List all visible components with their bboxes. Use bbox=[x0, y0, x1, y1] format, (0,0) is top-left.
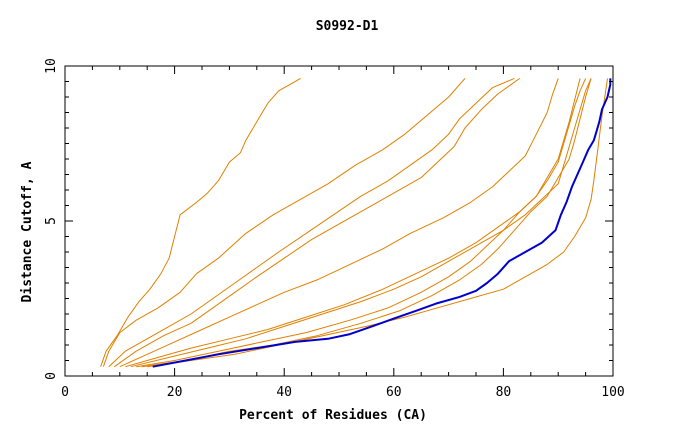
highlight-series-line bbox=[152, 78, 612, 368]
chart-title: S0992-D1 bbox=[316, 19, 379, 34]
y-tick-label: 0 bbox=[44, 372, 59, 380]
plot-area bbox=[64, 65, 614, 377]
y-axis: 0 5 10 bbox=[44, 58, 613, 380]
y-tick-label: 5 bbox=[44, 217, 59, 225]
series-line bbox=[147, 78, 608, 368]
x-tick-label: 20 bbox=[167, 385, 183, 400]
x-tick-label: 100 bbox=[601, 385, 624, 400]
x-axis: 0 20 40 60 80 100 bbox=[61, 66, 625, 400]
y-axis-label: Distance Cutoff, A bbox=[20, 161, 35, 302]
series-line bbox=[119, 78, 559, 368]
x-tick-label: 80 bbox=[496, 385, 512, 400]
series-line bbox=[130, 78, 592, 368]
x-tick-label: 60 bbox=[386, 385, 402, 400]
series-line bbox=[141, 78, 592, 368]
y-tick-label: 10 bbox=[44, 58, 59, 74]
series-line bbox=[108, 77, 515, 368]
series-line bbox=[114, 77, 521, 368]
series-line bbox=[125, 78, 587, 368]
x-tick-label: 0 bbox=[61, 385, 69, 400]
x-axis-label: Percent of Residues (CA) bbox=[239, 408, 427, 423]
series-line bbox=[100, 77, 301, 367]
series-line bbox=[136, 78, 581, 368]
x-tick-label: 40 bbox=[276, 385, 292, 400]
series-line bbox=[102, 78, 466, 367]
